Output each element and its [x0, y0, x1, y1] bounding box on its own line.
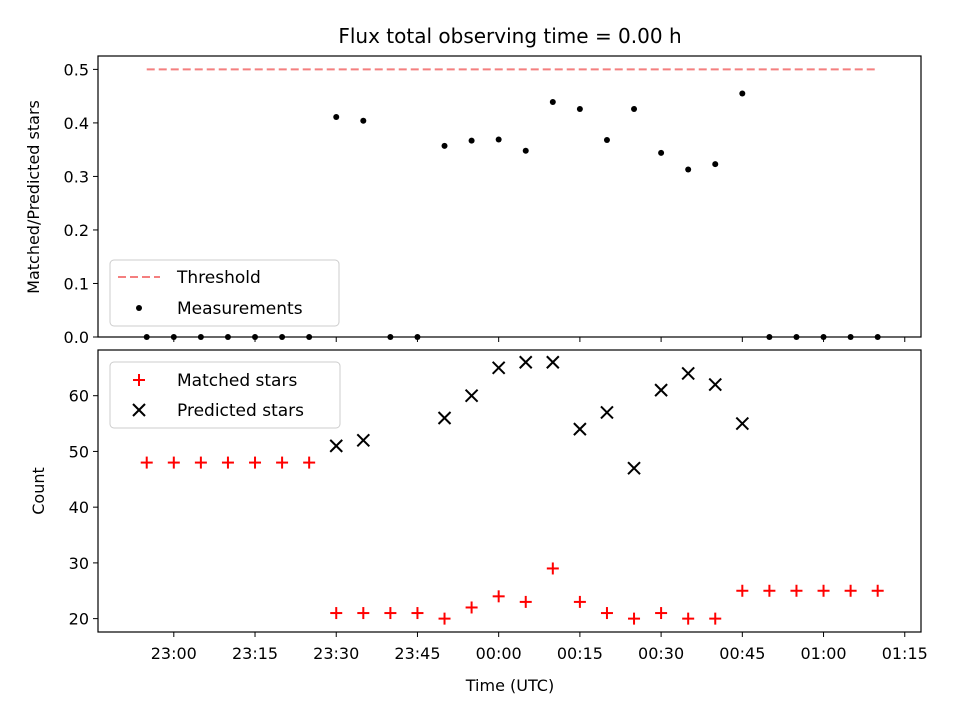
predicted-star-point: [681, 366, 695, 381]
matched-star-point: [357, 607, 370, 620]
predicted-star-point: [573, 422, 587, 436]
bottom-panel: 20 30 40 50 60 23:00 23:15 23:30 23:45 00:00 00:1…: [29, 349, 928, 695]
matched-star-point: [736, 584, 749, 597]
legend-matched-swatch: [133, 374, 145, 386]
measurement-point: [549, 99, 556, 106]
x-tick-label: 23:45: [394, 644, 440, 663]
top-panel: 0.0 0.1 0.2 0.3 0.4 0.5 Matched/Predicted sta…: [24, 55, 922, 347]
matched-star-point: [249, 456, 262, 469]
matched-star-point: [303, 456, 316, 469]
x-axis-label: Time (UTC): [465, 676, 554, 695]
x-tick-label: 01:15: [882, 644, 928, 663]
measurement-point: [468, 137, 475, 144]
top-y-tick-label: 0.5: [64, 60, 89, 79]
x-tick-label: 23:15: [232, 644, 278, 663]
legend-predicted-label: Predicted stars: [177, 401, 304, 421]
matched-star-point: [330, 607, 343, 620]
bottom-y-tick-label: 20: [69, 610, 89, 629]
predicted-star-point: [491, 361, 506, 375]
predicted-star-point: [356, 433, 371, 447]
predicted-star-point: [437, 411, 452, 425]
measurement-point: [631, 105, 638, 112]
top-legend: Threshold Measurements: [109, 259, 340, 327]
predicted-star-point: [464, 388, 479, 403]
measurement-point: [495, 136, 502, 143]
top-y-axis-label: Matched/Predicted stars: [24, 100, 43, 294]
measurement-point: [576, 105, 583, 112]
measurement-point: [712, 161, 719, 168]
matched-star-point: [384, 607, 397, 620]
top-y-tick-label: 0.3: [64, 167, 89, 186]
bottom-y-tick-label: 60: [69, 387, 89, 406]
matched-star-point: [276, 456, 289, 469]
top-y-tick-label: 0.4: [64, 114, 89, 133]
legend-measurements-label: Measurements: [177, 299, 303, 319]
measurement-point: [658, 149, 665, 156]
bottom-y-tick-label: 50: [69, 442, 89, 461]
measurement-point: [522, 147, 529, 154]
matched-star-point: [194, 456, 207, 469]
bottom-legend: Matched stars Predicted stars: [109, 361, 341, 429]
matched-star-point: [221, 456, 234, 469]
matched-star-point: [871, 584, 884, 597]
top-plot-frame: [97, 55, 922, 338]
chart-title: Flux total observing time = 0.00 h: [338, 24, 681, 48]
legend-threshold-label: Threshold: [176, 268, 261, 288]
predicted-star-point: [627, 461, 641, 475]
bottom-legend-box: [109, 361, 341, 429]
matched-star-point: [790, 584, 803, 597]
predicted-star-point: [654, 383, 668, 397]
measurement-point: [333, 114, 340, 121]
x-tick-label: 00:00: [476, 644, 522, 663]
measurement-point: [603, 137, 610, 144]
legend-measurements-swatch: [136, 305, 142, 311]
top-y-tick-label: 0.0: [64, 328, 89, 347]
bottom-y-tick-label: 40: [69, 498, 89, 517]
bottom-y-axis-label: Count: [29, 467, 48, 515]
matched-star-point: [465, 601, 478, 614]
matched-star-point: [844, 584, 857, 597]
x-tick-label: 00:45: [719, 644, 765, 663]
predicted-star-point: [329, 439, 343, 453]
top-legend-box: [109, 259, 340, 327]
matched-star-point: [140, 456, 153, 469]
measurement-point: [739, 90, 746, 97]
matched-star-point: [709, 612, 722, 625]
x-tick-label: 00:15: [557, 644, 603, 663]
legend-matched-label: Matched stars: [177, 371, 297, 391]
top-y-tick-label: 0.1: [64, 274, 89, 293]
matched-star-point: [167, 456, 180, 469]
x-tick-label: 23:00: [151, 644, 197, 663]
x-tick-label: 00:30: [638, 644, 684, 663]
legend-predicted-swatch: [132, 403, 146, 417]
predicted-star-point: [708, 377, 722, 392]
matched-star-point: [655, 607, 668, 620]
matched-star-point: [573, 595, 586, 608]
predicted-star-point: [546, 355, 560, 369]
bottom-y-tick-label: 30: [69, 554, 89, 573]
matched-star-point: [546, 562, 559, 575]
matched-star-point: [682, 612, 695, 625]
measurement-point: [685, 166, 692, 173]
x-tick-label: 01:00: [800, 644, 846, 663]
measurement-point: [360, 117, 367, 124]
x-tick-label: 23:30: [313, 644, 359, 663]
matched-star-point: [519, 595, 532, 608]
matched-star-point: [600, 607, 613, 620]
matched-star-point: [411, 607, 424, 620]
matched-star-point: [628, 612, 641, 625]
matched-star-point: [438, 612, 451, 625]
matched-star-point: [763, 584, 776, 597]
top-y-tick-label: 0.2: [64, 221, 89, 240]
predicted-star-point: [600, 405, 614, 420]
predicted-star-point: [735, 416, 750, 431]
bottom-plot-frame: [97, 349, 922, 633]
predicted-star-point: [519, 355, 533, 369]
measurement-point: [441, 142, 448, 149]
matched-star-point: [492, 590, 505, 603]
matched-star-point: [817, 584, 830, 597]
